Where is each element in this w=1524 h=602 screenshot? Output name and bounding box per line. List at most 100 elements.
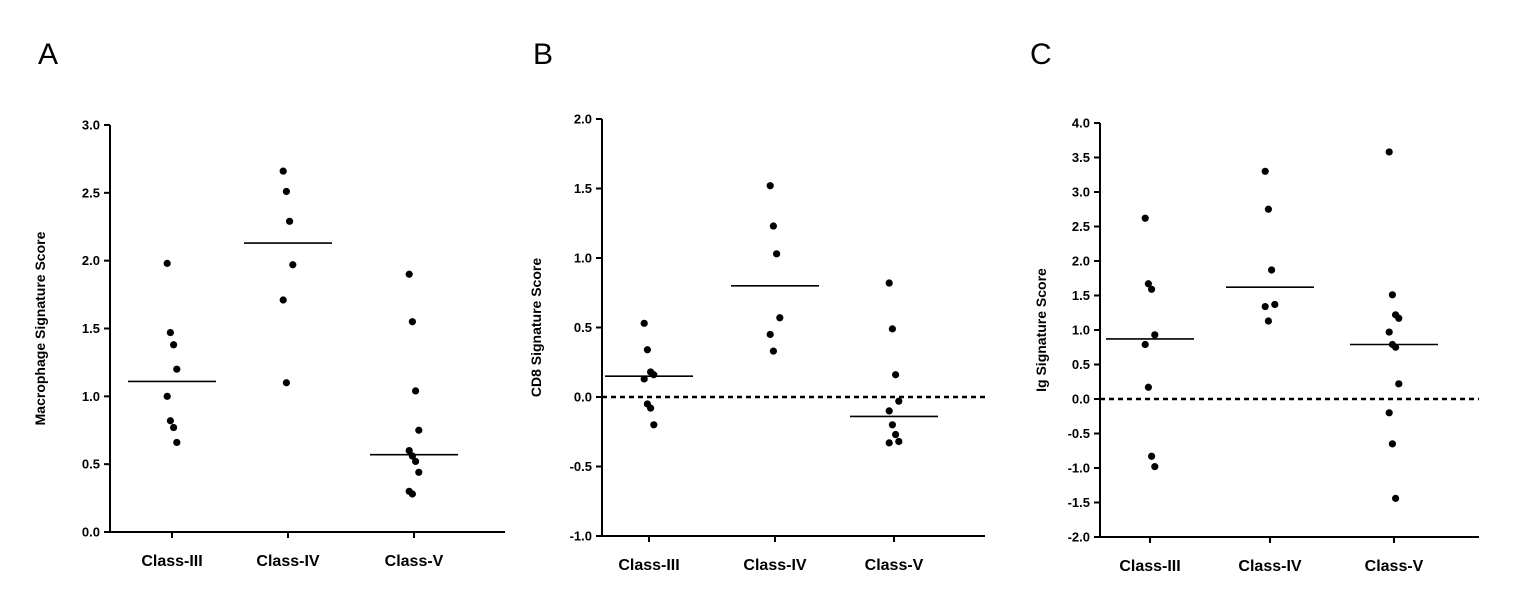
panel-label: C bbox=[1030, 38, 1052, 71]
data-point-class-v bbox=[1388, 440, 1396, 448]
data-point-class-iv bbox=[279, 167, 287, 175]
y-tick-label: -1.0 bbox=[570, 529, 592, 544]
x-tick-label: Class-III bbox=[618, 557, 679, 574]
data-point-class-iv bbox=[279, 296, 287, 304]
data-point-class-iv bbox=[286, 217, 294, 225]
data-point-class-iii bbox=[166, 417, 174, 425]
data-point-class-v bbox=[408, 490, 416, 498]
data-point-class-iv bbox=[1261, 167, 1269, 175]
data-point-class-v bbox=[1385, 328, 1393, 336]
data-point-class-iii bbox=[170, 423, 178, 432]
data-point-class-iv bbox=[282, 379, 290, 387]
y-tick-label: 1.5 bbox=[574, 181, 592, 196]
y-tick-label: 4.0 bbox=[1072, 116, 1090, 131]
x-tick-label: Class-V bbox=[385, 553, 444, 570]
data-point-class-iii bbox=[163, 392, 171, 400]
data-point-class-iii bbox=[1151, 463, 1159, 471]
x-tick-label: Class-III bbox=[1119, 558, 1180, 575]
x-tick-label: Class-V bbox=[865, 557, 924, 574]
data-point-class-iv bbox=[289, 261, 297, 269]
data-point-class-v bbox=[415, 468, 423, 476]
data-point-class-iii bbox=[647, 404, 655, 412]
x-tick-label: Class-V bbox=[1365, 558, 1424, 575]
y-tick-label: 1.5 bbox=[1072, 288, 1090, 303]
data-point-class-iii bbox=[163, 259, 171, 267]
panel-label: B bbox=[533, 38, 553, 71]
x-tick-label: Class-III bbox=[141, 553, 202, 570]
y-tick-label: -1.5 bbox=[1068, 495, 1090, 510]
data-point-class-iii bbox=[1141, 214, 1149, 222]
data-point-class-iii bbox=[640, 319, 648, 327]
y-tick-label: 3.0 bbox=[1072, 185, 1090, 200]
x-tick-label: Class-IV bbox=[1238, 558, 1301, 575]
y-tick-label: 2.0 bbox=[82, 253, 100, 268]
data-point-class-v bbox=[405, 270, 413, 278]
data-point-class-iv bbox=[766, 182, 774, 190]
data-point-class-iv bbox=[773, 250, 781, 258]
data-point-class-v bbox=[1392, 494, 1400, 502]
data-point-class-v bbox=[412, 387, 420, 395]
y-axis-title: Macrophage Signature Score bbox=[32, 231, 48, 425]
y-tick-label: 3.0 bbox=[82, 118, 100, 133]
y-tick-label: 1.0 bbox=[1072, 323, 1090, 338]
data-point-class-iii bbox=[173, 365, 181, 373]
x-tick-label: Class-IV bbox=[743, 557, 806, 574]
y-axis-title: CD8 Signature Score bbox=[528, 258, 544, 397]
x-tick-label: Class-IV bbox=[256, 553, 319, 570]
data-point-class-v bbox=[408, 318, 416, 326]
y-tick-label: 0.5 bbox=[82, 457, 100, 472]
y-axis-title: Ig Signature Score bbox=[1033, 268, 1049, 392]
data-point-class-iv bbox=[776, 314, 784, 322]
data-point-class-iv bbox=[766, 330, 774, 339]
data-point-class-v bbox=[1385, 409, 1393, 417]
data-point-class-v bbox=[1385, 148, 1393, 156]
data-point-class-iii bbox=[1141, 340, 1149, 349]
data-point-class-iv bbox=[1271, 300, 1279, 309]
data-point-class-iii bbox=[1144, 280, 1152, 288]
y-tick-label: 2.0 bbox=[574, 112, 592, 127]
data-point-class-v bbox=[888, 325, 897, 333]
data-point-class-iii bbox=[1148, 452, 1156, 460]
y-tick-label: 0.0 bbox=[82, 525, 100, 540]
data-point-class-iii bbox=[166, 328, 174, 337]
data-point-class-v bbox=[1388, 291, 1396, 299]
data-point-class-v bbox=[885, 439, 893, 447]
y-tick-label: -0.5 bbox=[1068, 426, 1090, 441]
data-point-class-v bbox=[888, 421, 897, 429]
y-tick-label: 2.5 bbox=[1072, 219, 1090, 234]
data-point-class-v bbox=[895, 397, 903, 405]
y-tick-label: 3.5 bbox=[1072, 150, 1090, 165]
data-point-class-iv bbox=[769, 347, 778, 355]
y-tick-label: -0.5 bbox=[570, 459, 592, 474]
data-point-class-v bbox=[892, 371, 900, 379]
data-point-class-v bbox=[1395, 380, 1403, 388]
y-tick-label: 0.5 bbox=[574, 320, 592, 335]
y-tick-label: -1.0 bbox=[1068, 461, 1090, 476]
y-tick-label: 0.0 bbox=[1072, 392, 1090, 407]
data-point-class-iv bbox=[282, 187, 290, 196]
data-point-class-iv bbox=[1261, 302, 1269, 311]
data-point-class-iv bbox=[1264, 205, 1272, 213]
data-point-class-v bbox=[412, 457, 420, 466]
y-tick-label: 1.5 bbox=[82, 321, 100, 336]
y-tick-label: 2.0 bbox=[1072, 254, 1090, 269]
data-point-class-v bbox=[892, 430, 900, 439]
y-tick-label: 2.5 bbox=[82, 185, 100, 200]
data-point-class-iii bbox=[1144, 383, 1152, 391]
y-tick-label: 0.0 bbox=[574, 390, 592, 405]
data-point-class-iii bbox=[170, 341, 178, 349]
data-point-class-iii bbox=[1148, 285, 1156, 293]
data-point-class-v bbox=[895, 437, 903, 446]
panel-label: A bbox=[38, 38, 58, 71]
data-point-class-iii bbox=[643, 346, 652, 354]
data-point-class-v bbox=[885, 279, 893, 287]
data-point-class-iii bbox=[650, 371, 658, 379]
data-point-class-v bbox=[405, 447, 413, 455]
y-tick-label: -2.0 bbox=[1068, 530, 1090, 545]
y-tick-label: 1.0 bbox=[82, 389, 100, 404]
data-point-class-iv bbox=[1264, 317, 1272, 325]
data-point-class-v bbox=[1392, 343, 1400, 351]
data-point-class-iii bbox=[640, 375, 648, 383]
data-point-class-iv bbox=[769, 222, 778, 230]
